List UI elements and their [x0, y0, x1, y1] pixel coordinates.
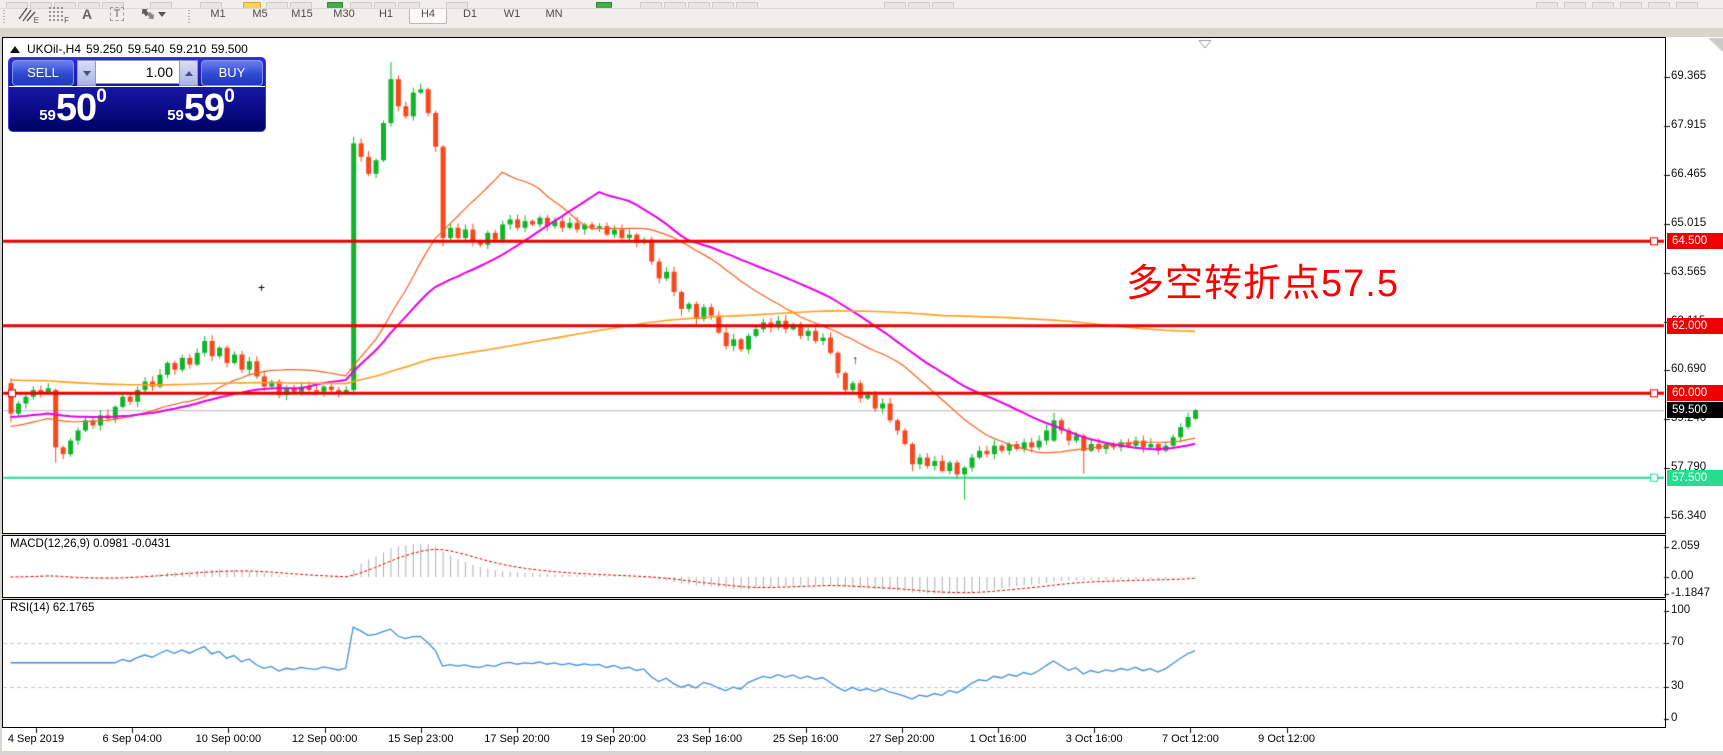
macd-label: MACD(12,26,9) 0.0981 -0.0431: [10, 538, 171, 550]
date-label: 27 Sep 20:00: [869, 733, 935, 745]
price-tick-label: 63.565: [1671, 265, 1707, 278]
date-label: 23 Sep 16:00: [676, 733, 743, 745]
buy-price[interactable]: 59590: [167, 86, 235, 129]
date-label: 12 Sep 00:00: [291, 733, 358, 745]
date-label: 19 Sep 20:00: [580, 733, 646, 745]
price-high: 59.540: [127, 42, 165, 56]
macd-axis-label: -1.1847: [1671, 587, 1711, 600]
one-click-trading-panel: SELL BUY 59500 59590: [8, 57, 266, 132]
sell-button[interactable]: SELL: [12, 60, 74, 86]
volume-up-button[interactable]: [179, 60, 198, 86]
macd-axis-label: 2.059: [1671, 540, 1700, 553]
date-label: 17 Sep 20:00: [484, 733, 550, 745]
volume-input[interactable]: [96, 60, 179, 84]
price-tick-label: 65.015: [1671, 216, 1707, 229]
rsi-label: RSI(14) 62.1765: [10, 602, 95, 614]
triangle-down-icon: [82, 70, 91, 76]
level-badge: 60.000: [1667, 385, 1723, 402]
macd-axis-label: 0.00: [1671, 570, 1694, 582]
date-label: 15 Sep 23:00: [388, 733, 454, 745]
level-badge: 64.500: [1667, 233, 1723, 250]
symbol-direction-icon: [10, 45, 20, 53]
symbol-header: UKOil-,H4 59.250 59.540 59.210 59.500: [10, 42, 248, 56]
current-price-badge: 59.500: [1667, 402, 1723, 419]
rsi-axis-label: 0: [1671, 712, 1678, 724]
date-label: 7 Oct 12:00: [1161, 733, 1219, 745]
date-label: 6 Sep 04:00: [102, 733, 162, 745]
rsi-axis-label: 70: [1671, 636, 1684, 649]
level-badge: 57.500: [1667, 469, 1723, 486]
price-tick-label: 67.915: [1671, 118, 1707, 131]
buy-button[interactable]: BUY: [201, 60, 263, 86]
price-tick-label: 56.340: [1671, 509, 1707, 522]
level-badge: 62.000: [1667, 317, 1723, 334]
date-label: 4 Sep 2019: [7, 733, 65, 745]
annotation-text[interactable]: 多空转折点57.5: [1126, 263, 1399, 305]
date-label: 3 Oct 16:00: [1065, 733, 1123, 745]
date-label: 1 Oct 16:00: [969, 733, 1027, 745]
date-label: 10 Sep 00:00: [195, 733, 262, 745]
symbol-name: UKOil-,H4: [27, 42, 82, 56]
rsi-axis-label: 100: [1671, 604, 1691, 616]
price-close: 59.500: [211, 42, 248, 56]
triangle-up-icon: [184, 70, 193, 76]
sell-price[interactable]: 59500: [39, 86, 107, 129]
date-label: 25 Sep 16:00: [772, 733, 839, 745]
price-tick-label: 66.465: [1671, 167, 1707, 180]
price-low: 59.210: [169, 42, 207, 56]
price-open: 59.250: [86, 42, 123, 56]
date-label: 9 Oct 12:00: [1258, 733, 1316, 745]
price-tick-label: 60.690: [1671, 363, 1707, 376]
volume-down-button[interactable]: [77, 60, 96, 86]
price-tick-label: 69.365: [1671, 70, 1707, 82]
rsi-axis-label: 30: [1671, 679, 1684, 692]
